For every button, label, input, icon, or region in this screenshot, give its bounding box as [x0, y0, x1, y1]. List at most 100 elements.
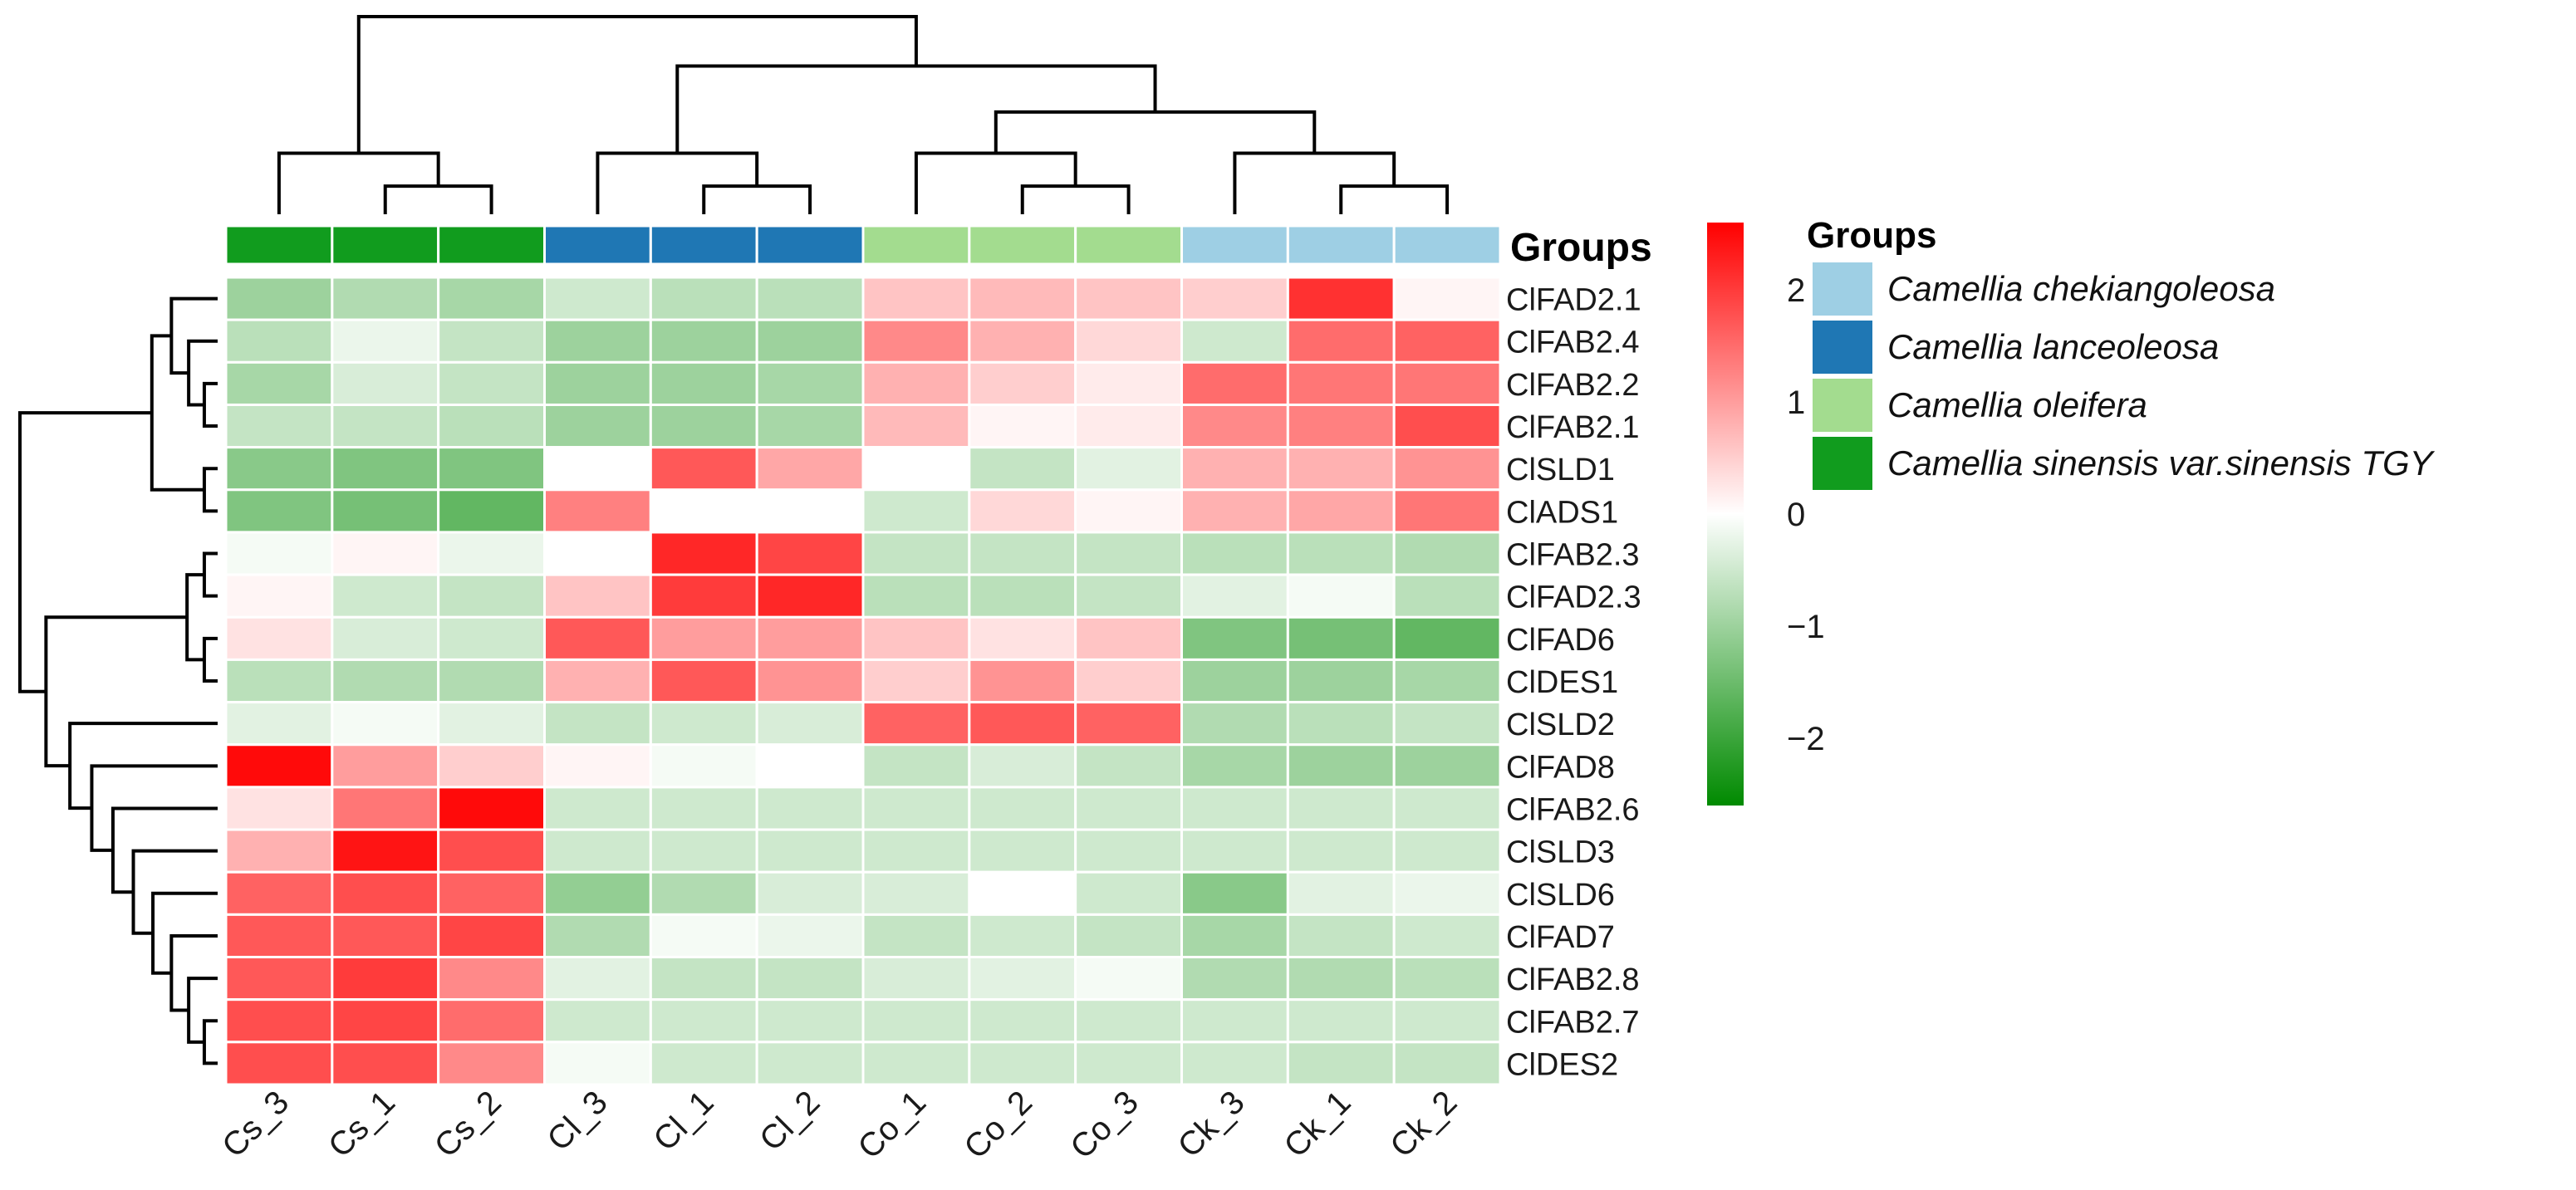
group-annotation-cell — [224, 224, 334, 266]
heatmap-cell — [1286, 488, 1396, 534]
heatmap-cell — [861, 701, 971, 747]
heatmap-cell — [543, 446, 652, 492]
heatmap-cell — [1286, 531, 1396, 576]
heatmap-cell — [1392, 743, 1502, 789]
dendrogram-branch — [383, 184, 493, 214]
color-scale-tick-label: −1 — [1787, 609, 1825, 645]
heatmap-cell — [331, 701, 440, 747]
heatmap-cell — [1074, 488, 1183, 534]
heatmap-cell — [968, 743, 1077, 789]
color-scale-bar — [1707, 223, 1744, 806]
heatmap-cell — [224, 701, 334, 747]
heatmap-cell — [755, 701, 865, 747]
heatmap-cell — [755, 446, 865, 492]
heatmap-cell — [331, 531, 440, 576]
heatmap-cell — [755, 913, 865, 959]
heatmap-cell — [649, 828, 758, 874]
dendrogram-branch — [202, 1019, 218, 1065]
heatmap-cell — [1286, 615, 1396, 661]
row-label: ClSLD1 — [1506, 453, 1615, 487]
group-legend-label: Camellia lanceoleosa — [1887, 327, 2219, 366]
heatmap-cell — [1180, 446, 1289, 492]
heatmap-cell — [543, 488, 652, 534]
heatmap-cell — [1074, 446, 1183, 492]
heatmap-cell — [1180, 276, 1289, 321]
heatmap-cell — [968, 488, 1077, 534]
heatmap-cell — [861, 998, 971, 1044]
heatmap-cell — [755, 870, 865, 916]
heatmap-cell — [1074, 913, 1183, 959]
heatmap-cell — [1392, 1041, 1502, 1086]
row-label: ClSLD6 — [1506, 878, 1615, 913]
heatmap-cell — [649, 701, 758, 747]
heatmap-cell — [437, 743, 547, 789]
group-legend-label: Camellia sinensis var.sinensis TGY — [1887, 443, 2436, 482]
heatmap-cell — [224, 488, 334, 534]
heatmap-cell — [1180, 318, 1289, 364]
heatmap-cell — [224, 276, 334, 321]
column-label: Ck_1 — [1277, 1084, 1357, 1164]
heatmap-cell — [968, 701, 1077, 747]
heatmap-cell — [649, 360, 758, 406]
heatmap-cell — [968, 360, 1077, 406]
heatmap-cell — [861, 828, 971, 874]
heatmap-cell — [543, 998, 652, 1044]
heatmap-cell — [1074, 786, 1183, 831]
row-label: ClFAB2.1 — [1506, 410, 1640, 445]
row-dendrogram — [18, 296, 218, 1065]
heatmap-cell — [1074, 573, 1183, 619]
column-label: Co_1 — [851, 1084, 934, 1166]
column-label: Ck_3 — [1171, 1084, 1252, 1164]
group-legend-swatch — [1813, 437, 1872, 490]
heatmap-cell — [331, 276, 440, 321]
heatmap-cell — [437, 658, 547, 704]
heatmap-cell — [649, 956, 758, 1001]
group-legend-title: Groups — [1807, 215, 1936, 256]
heatmap-cell — [331, 318, 440, 364]
heatmap-cell — [968, 531, 1077, 576]
row-labels: ClFAD2.1 ClFAB2.4 ClFAB2.2 ClFAB2.1 ClSLD1 Cl… — [1506, 283, 1641, 1083]
row-label: ClFAB2.3 — [1506, 538, 1640, 573]
heatmap-cell — [1392, 701, 1502, 747]
heatmap-cell — [1392, 786, 1502, 831]
heatmap-cell — [968, 318, 1077, 364]
column-label: Ck_2 — [1383, 1084, 1464, 1164]
heatmap-cell — [861, 1041, 971, 1086]
dendrogram-branch — [169, 296, 218, 375]
heatmap-cell — [437, 870, 547, 916]
heatmap-cell — [437, 1041, 547, 1086]
dendrogram-branch — [914, 151, 1077, 214]
heatmap-cell — [968, 786, 1077, 831]
heatmap-cell — [1074, 1041, 1183, 1086]
heatmap-cell — [861, 573, 971, 619]
heatmap-cell — [755, 488, 865, 534]
heatmap-cell — [1392, 956, 1502, 1001]
heatmap-cell — [1286, 1041, 1396, 1086]
heatmap-cell — [224, 956, 334, 1001]
group-annotation-cell — [968, 224, 1077, 266]
heatmap-cell — [755, 403, 865, 449]
heatmap-cell — [331, 573, 440, 619]
heatmap-cell — [437, 360, 547, 406]
group-legend-swatch — [1813, 379, 1872, 432]
heatmap-cell — [1074, 360, 1183, 406]
heatmap-cell — [1180, 870, 1289, 916]
heatmap-cell — [1392, 403, 1502, 449]
heatmap-cell — [543, 531, 652, 576]
dendrogram-branch — [202, 551, 218, 598]
heatmap-cell — [543, 615, 652, 661]
heatmap-cell — [649, 998, 758, 1044]
row-label: ClFAD7 — [1506, 920, 1615, 955]
heatmap-cell — [1074, 276, 1183, 321]
dendrogram-branch — [356, 15, 918, 154]
heatmap-cell — [543, 786, 652, 831]
heatmap-cell — [1180, 658, 1289, 704]
heatmap-cell — [1286, 658, 1396, 704]
heatmap-cell — [1392, 276, 1502, 321]
heatmap-cell — [649, 1041, 758, 1086]
heatmap-cell — [755, 828, 865, 874]
column-label: Co_3 — [1063, 1084, 1146, 1166]
column-label: Cs_3 — [215, 1084, 296, 1164]
heatmap-cell — [649, 488, 758, 534]
